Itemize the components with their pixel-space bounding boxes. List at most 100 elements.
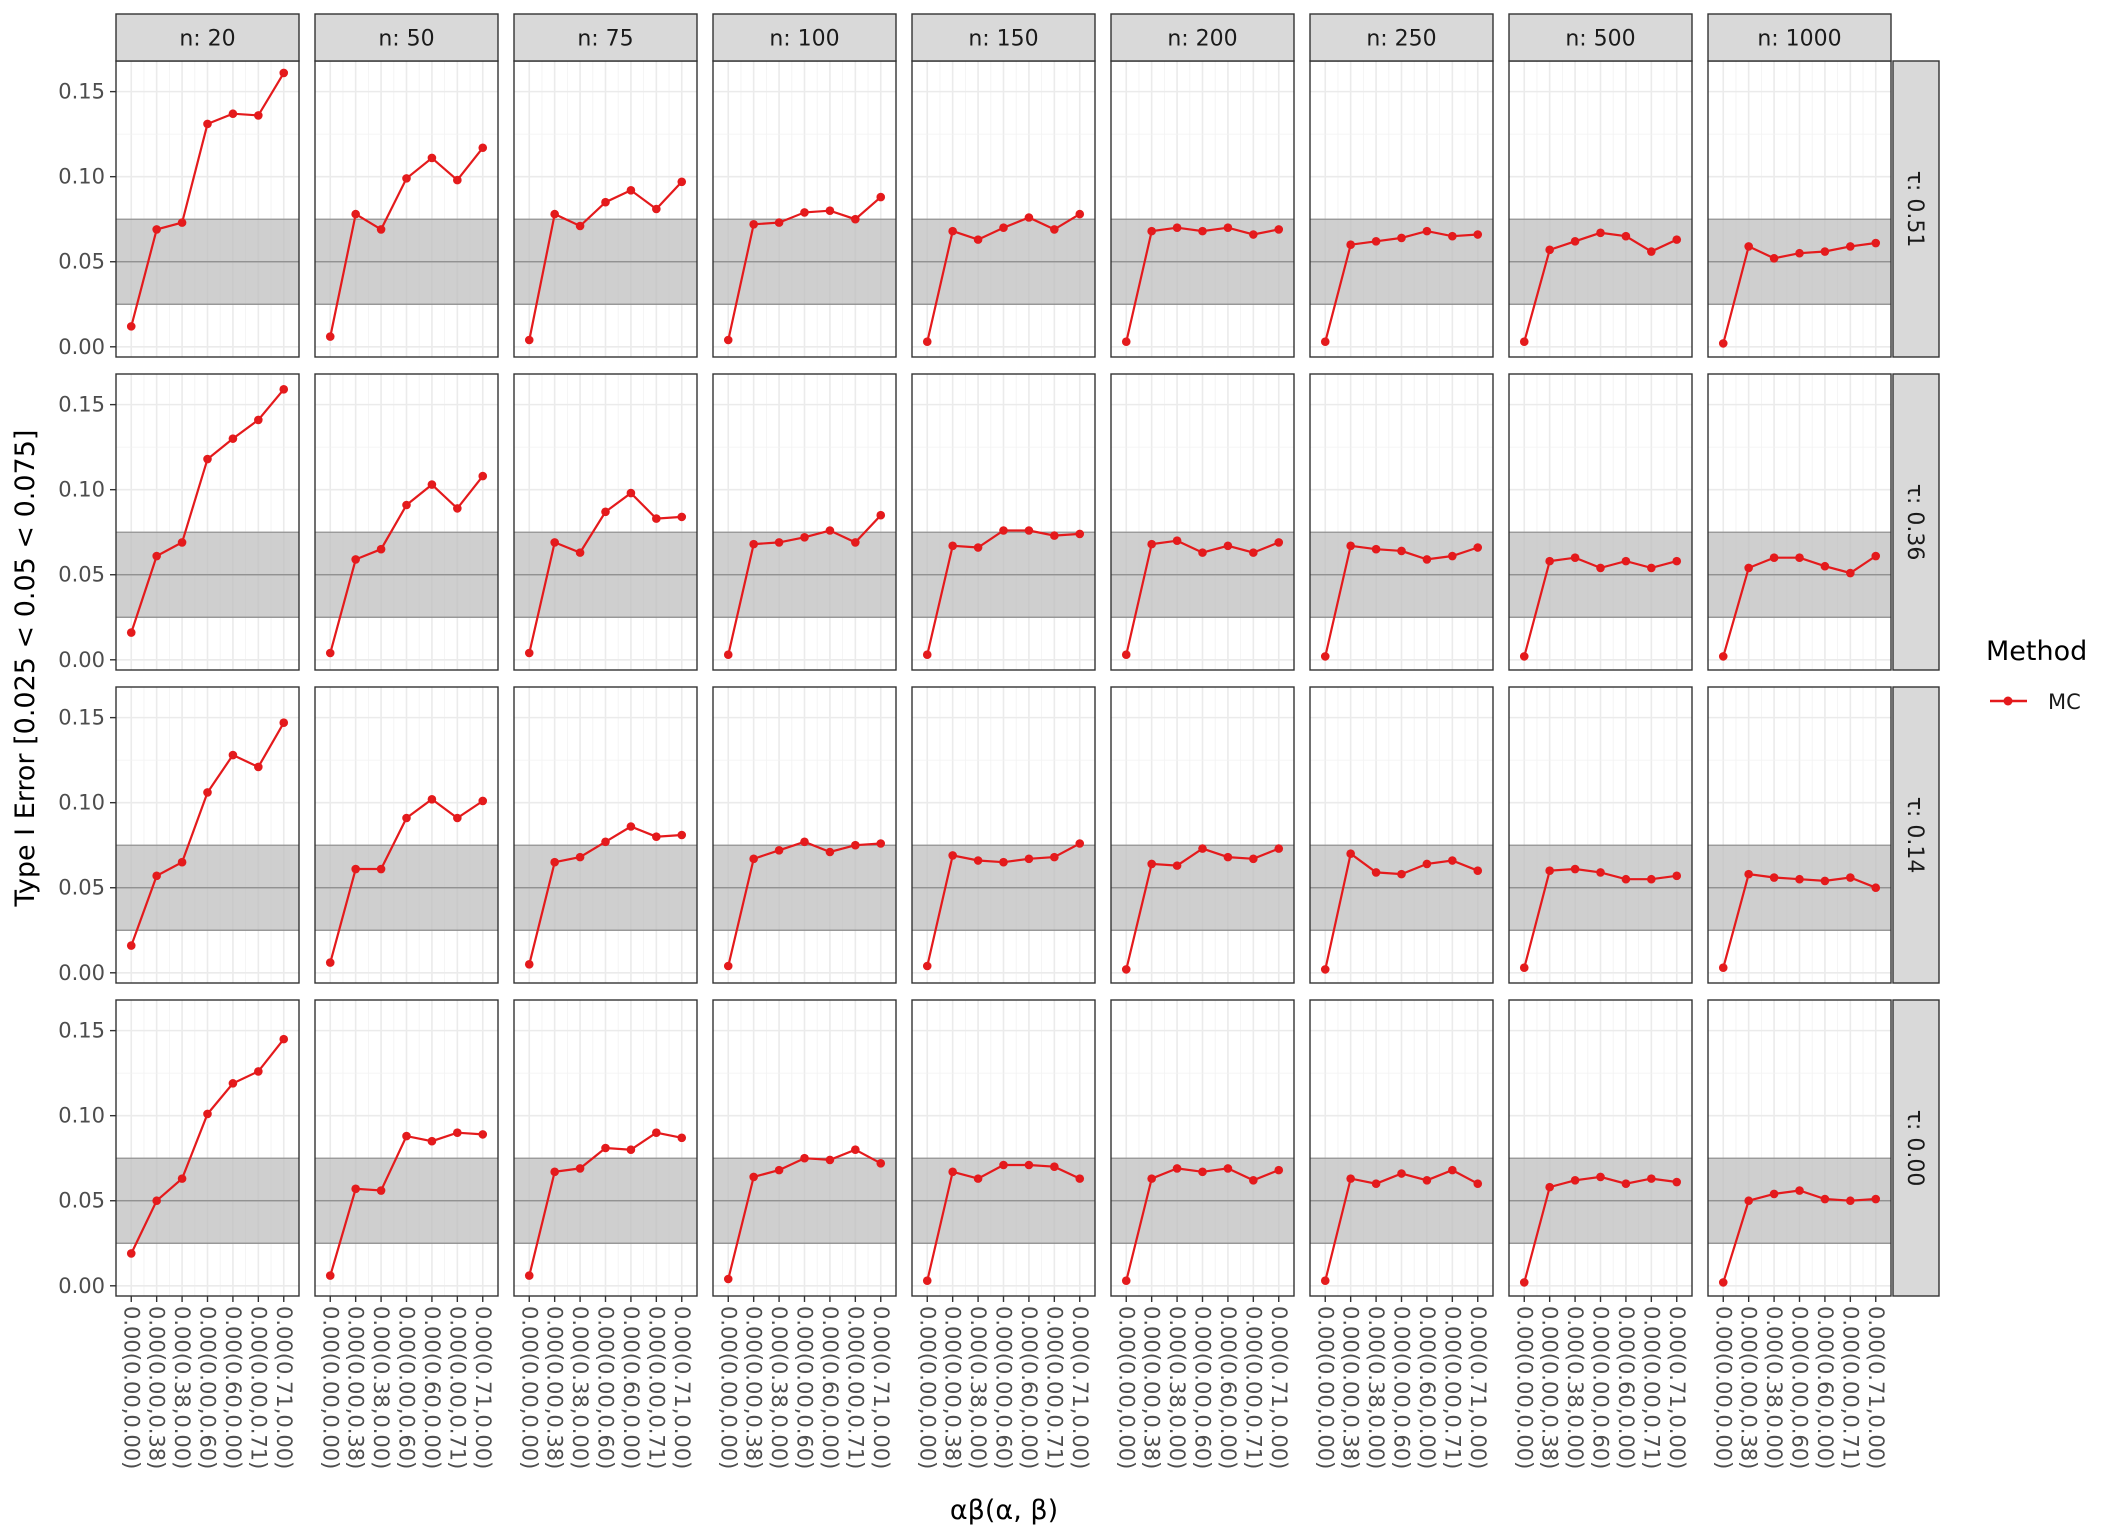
data-point-mc [1519,1278,1529,1287]
legend: Method MC [1986,636,2087,714]
y-tick-label: 0.10 [58,1104,105,1128]
y-tick-label: 0.10 [58,478,105,502]
data-point-mc [1274,225,1284,234]
data-point-mc [948,1167,957,1177]
data-point-mc [1596,1172,1605,1182]
data-point-mc [1570,1176,1580,1185]
column-strip-box [1309,13,1494,62]
panel [314,373,499,671]
panel-border [314,686,499,984]
x-tick-label: 0.00(0.00,0.00) [1114,1306,1138,1469]
column-strip-label: n: 75 [577,27,633,52]
data-point-mc [575,548,585,557]
data-point-mc [1346,541,1355,551]
column-strip-label: n: 500 [1565,27,1635,52]
panel-border [1707,373,1892,671]
data-point-mc [1621,1179,1631,1189]
y-tick-label: 0.15 [58,80,105,104]
x-tick-label: 0.00(0.00,0.60) [992,1306,1016,1469]
row-strip: τ: 0.51 [1892,60,1940,358]
data-point-mc [677,1133,687,1143]
legend-title: Method [1986,636,2087,667]
data-point-mc [279,385,289,394]
data-point-mc [1795,1186,1804,1195]
row-strip-label: τ: 0.36 [1902,484,1927,561]
x-tick-label: 0.00(0.38,0.00) [767,1306,791,1469]
panel [1309,999,1494,1297]
data-point-mc [948,851,957,860]
x-tick-label: 0.00(0.00,0.00) [716,1306,740,1469]
data-point-mc [478,471,488,481]
data-point-mc [800,208,809,217]
x-tick-label: 0.00(0.00,0.00) [1512,1306,1536,1469]
data-point-mc [1249,230,1258,239]
column-strip-label: n: 100 [769,27,839,52]
x-tick-label: 0.00(0.00,0.38) [742,1306,766,1469]
x-tick-label: 0.00(0.38,0.00) [170,1306,194,1469]
data-point-mc [279,68,289,78]
data-point-mc [774,538,784,547]
x-tick-label: 0.00(0.00,0.38) [1140,1306,1164,1469]
data-point-mc [1422,555,1432,564]
data-point-mc [723,650,733,659]
data-point-mc [1672,1177,1682,1187]
data-point-mc [126,322,136,331]
data-point-mc [876,192,886,202]
column-strip: n: 1000 [1707,13,1892,62]
x-tick-label: 0.00(0.00,0.71) [246,1306,270,1469]
data-point-mc [1223,852,1233,862]
x-tick-label: 0.00(0.71,0.00) [1466,1306,1490,1469]
x-tick-label: 0.00(0.00,0.00) [1313,1306,1337,1469]
y-tick-label: 0.00 [58,335,105,359]
data-point-mc [1795,553,1804,563]
x-tick-label: 0.00(0.60,0.00) [1017,1306,1041,1469]
data-point-mc [626,1145,636,1155]
row-strip: τ: 0.36 [1892,373,1940,671]
x-tick-label: 0.00(0.00,0.60) [395,1306,419,1469]
data-point-mc [376,544,386,554]
row-strip-box [1892,686,1940,984]
data-point-mc [677,830,687,840]
data-point-mc [1024,1160,1034,1170]
data-point-mc [1448,1165,1457,1175]
data-point-mc [1473,1179,1483,1189]
data-point-mc [1121,650,1131,659]
data-point-mc [1121,965,1131,974]
x-tick-label: 0.00(0.00,0.60) [196,1306,220,1469]
data-point-mc [1172,861,1182,870]
data-point-mc [851,840,860,850]
panel-border [1110,686,1295,984]
x-tick-label: 0.00(0.38,0.00) [1165,1306,1189,1469]
column-strip: n: 20 [115,13,300,62]
data-point-mc [1320,337,1330,346]
data-point-mc [723,335,733,345]
x-tick-label: 0.00(0.00,0.38) [543,1306,567,1469]
data-point-mc [376,864,386,874]
data-point-mc [999,526,1008,535]
x-tick-label: 0.00(0.00,0.71) [1440,1306,1464,1469]
data-point-mc [851,538,860,547]
data-point-mc [825,847,835,857]
panel-border [1508,373,1693,671]
data-point-mc [402,1131,411,1141]
data-point-mc [851,1145,860,1155]
data-point-mc [1371,544,1381,554]
data-point-mc [1274,1165,1284,1175]
data-point-mc [575,221,585,231]
panel [1110,999,1295,1297]
y-tick-label: 0.00 [58,1274,105,1298]
x-tick-label: 0.00(0.60,0.00) [221,1306,245,1469]
data-point-mc [453,504,462,513]
data-point-mc [626,488,636,498]
panel-border [712,686,897,984]
panel [911,373,1096,671]
data-point-mc [1147,226,1156,236]
data-point-mc [1647,563,1656,573]
data-point-mc [1769,1189,1779,1199]
data-point-mc [1795,874,1804,884]
data-point-mc [1147,859,1156,869]
row-strip-label: τ: 0.00 [1902,1110,1927,1187]
data-point-mc [228,434,238,443]
data-point-mc [478,143,488,153]
